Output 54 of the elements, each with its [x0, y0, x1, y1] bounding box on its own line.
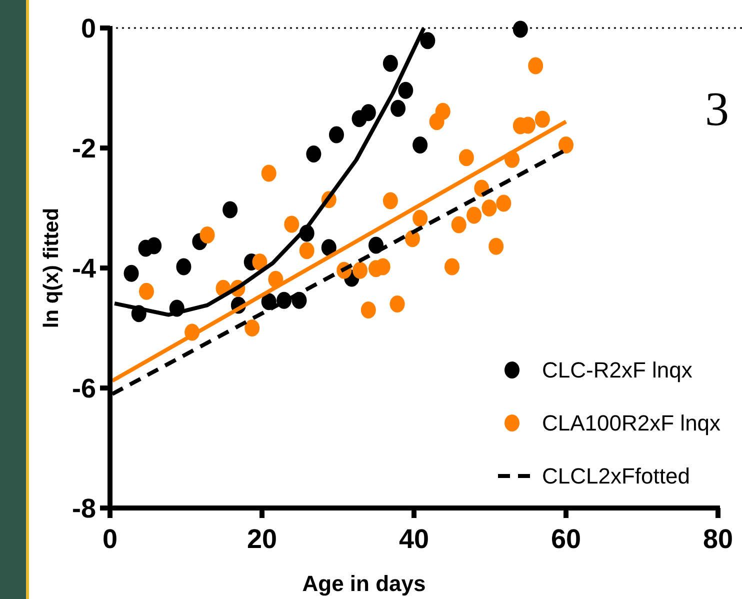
- x-tick-label: 80: [702, 524, 734, 554]
- point: [558, 136, 574, 154]
- legend-label: CLA100R2xF lnqx: [542, 410, 721, 436]
- point: [482, 200, 497, 216]
- point: [360, 302, 376, 318]
- x-tick-label: 20: [246, 524, 278, 554]
- x-tick-label: 0: [102, 524, 118, 554]
- point: [512, 20, 528, 38]
- point: [360, 104, 376, 122]
- legend-label: CLC-R2xF lnqx: [542, 358, 692, 383]
- point: [176, 258, 192, 276]
- point: [200, 226, 215, 244]
- point: [138, 282, 154, 300]
- legend-label: CLCL2xFfotted: [542, 464, 690, 489]
- y-tick-label: 0: [80, 13, 96, 44]
- y-tick-label: -8: [72, 493, 96, 524]
- x-axis-title: Age in days: [302, 571, 426, 596]
- point: [404, 230, 420, 248]
- point: [244, 320, 260, 336]
- point: [458, 149, 474, 166]
- annotation: 3: [705, 83, 729, 136]
- point: [261, 164, 276, 182]
- point: [328, 126, 344, 144]
- point: [222, 201, 238, 218]
- point: [382, 54, 398, 72]
- point: [299, 242, 314, 260]
- point: [252, 254, 268, 270]
- y-tick-label: -2: [72, 133, 96, 164]
- point: [466, 206, 482, 224]
- point: [420, 32, 436, 50]
- y-tick-label: -6: [72, 373, 96, 404]
- point: [412, 210, 428, 227]
- point: [390, 296, 405, 312]
- point: [528, 57, 544, 74]
- x-tick-label: 60: [550, 524, 582, 554]
- point: [352, 262, 368, 279]
- y-axis-title: ln q(x) fitted: [40, 208, 63, 328]
- point: [146, 237, 162, 254]
- point: [496, 194, 512, 212]
- point: [321, 239, 336, 256]
- y-tick-label: -4: [72, 253, 96, 284]
- x-tick-label: 40: [398, 524, 430, 554]
- point: [284, 216, 300, 233]
- point: [444, 258, 460, 276]
- point: [488, 238, 504, 255]
- point: [534, 110, 550, 128]
- point: [124, 264, 139, 282]
- point: [435, 102, 450, 120]
- point: [451, 216, 466, 234]
- point: [306, 146, 322, 162]
- point: [382, 192, 398, 210]
- point: [390, 100, 406, 117]
- point: [398, 82, 414, 99]
- point: [412, 136, 428, 154]
